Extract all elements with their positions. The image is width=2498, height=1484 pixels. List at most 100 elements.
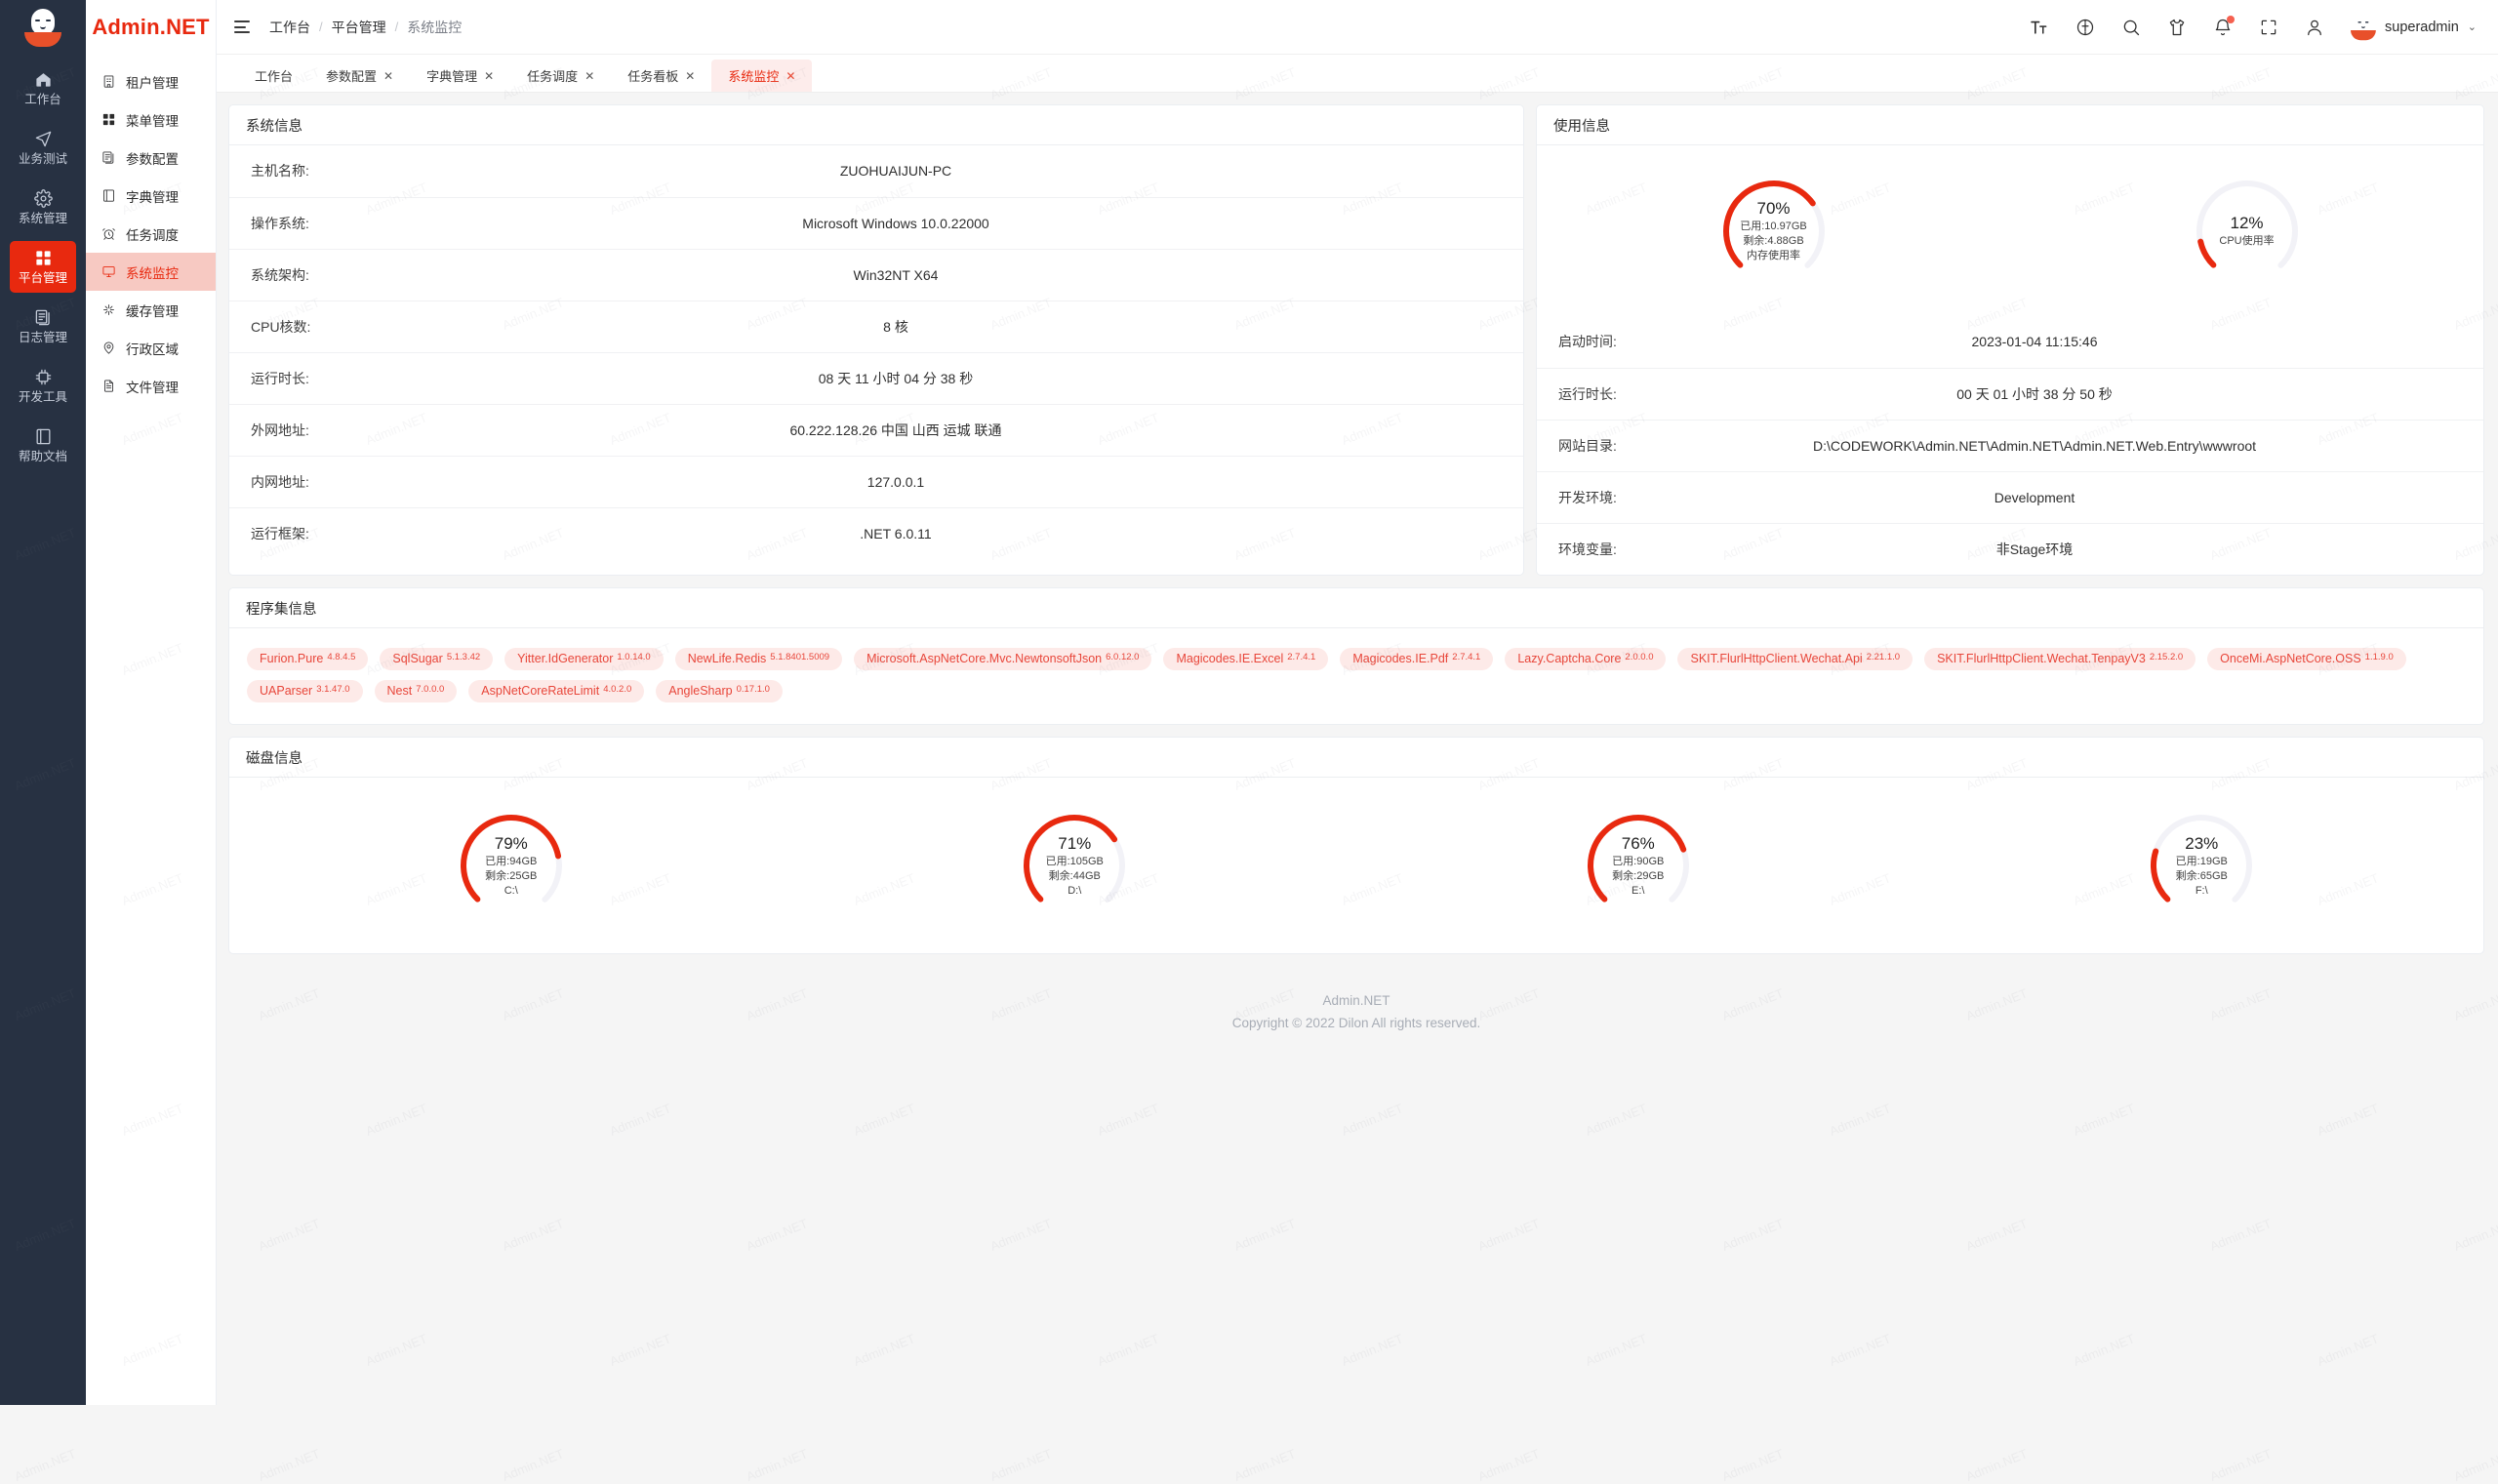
assembly-version: 7.0.0.0 <box>416 684 444 695</box>
user-menu[interactable]: superadmin ⌄ <box>2351 14 2477 41</box>
bell-icon[interactable] <box>2212 17 2234 38</box>
tab-close-icon[interactable]: ✕ <box>584 69 594 83</box>
gauge-line: 剩余:4.88GB <box>1743 235 1803 248</box>
tab-close-icon[interactable]: ✕ <box>484 69 494 83</box>
monitor-icon <box>101 264 116 279</box>
assembly-version: 5.1.3.42 <box>447 652 480 662</box>
rail-item-3[interactable]: 系统管理 <box>10 181 76 233</box>
chevron-down-icon[interactable]: ⌄ <box>2468 20 2477 33</box>
search-icon[interactable] <box>2120 17 2142 38</box>
main-region: 工作台/平台管理/系统监控 superadmin ⌄ 工作台参数配置✕字典管理✕… <box>217 0 2498 1405</box>
assembly-name: Nest <box>387 684 413 698</box>
gauge-line: D:\ <box>1068 885 1081 898</box>
gauge-line: 剩余:29GB <box>1612 870 1664 883</box>
footer-copyright: Copyright © 2022 Dilon All rights reserv… <box>228 1012 2484 1034</box>
tab-2[interactable]: 参数配置✕ <box>309 60 410 92</box>
breadcrumb: 工作台/平台管理/系统监控 <box>269 18 462 37</box>
rail-item-5[interactable]: 日志管理 <box>10 301 76 352</box>
sidebar-item-label: 缓存管理 <box>126 301 179 320</box>
tab-close-icon[interactable]: ✕ <box>685 69 695 83</box>
sidebar-item-3[interactable]: 参数配置 <box>86 139 216 177</box>
breadcrumb-item-1[interactable]: 工作台 <box>269 18 310 37</box>
gauge-line: 剩余:25GB <box>485 870 537 883</box>
sidebar-item-9[interactable]: 文件管理 <box>86 367 216 405</box>
sparkle-icon <box>101 302 116 317</box>
font-size-icon[interactable] <box>2029 17 2050 38</box>
tab-4[interactable]: 任务调度✕ <box>510 60 611 92</box>
rail-item-2[interactable]: 业务测试 <box>10 122 76 174</box>
language-icon[interactable] <box>2075 17 2096 38</box>
assembly-name: AngleSharp <box>668 684 732 698</box>
system-info-key: 内网地址: <box>229 456 415 507</box>
gauge-line: CPU使用率 <box>2219 235 2274 248</box>
grid-icon <box>34 248 53 267</box>
breadcrumb-item-2[interactable]: 平台管理 <box>332 18 386 37</box>
user-icon[interactable] <box>2304 17 2325 38</box>
watermark-text: Admin.NET <box>500 1446 565 1484</box>
send-icon <box>34 129 53 148</box>
sidebar-item-2[interactable]: 菜单管理 <box>86 100 216 139</box>
tab-label: 工作台 <box>255 66 293 85</box>
tab-3[interactable]: 字典管理✕ <box>410 60 510 92</box>
tab-5[interactable]: 任务看板✕ <box>611 60 711 92</box>
sidebar-item-1[interactable]: 租户管理 <box>86 62 216 100</box>
hamburger-icon[interactable] <box>234 17 256 38</box>
rail-item-6[interactable]: 开发工具 <box>10 360 76 412</box>
grid-icon <box>101 112 116 127</box>
usage-info-row: 启动时间:2023-01-04 11:15:46 <box>1537 316 2483 368</box>
assembly-version: 0.17.1.0 <box>737 684 770 695</box>
tab-close-icon[interactable]: ✕ <box>786 69 795 83</box>
app-logo[interactable] <box>0 0 86 55</box>
assembly-version: 4.8.4.5 <box>327 652 355 662</box>
gauge-line: 已用:10.97GB <box>1740 221 1806 233</box>
sidebar-item-6[interactable]: 系统监控 <box>86 253 216 291</box>
sidebar-item-8[interactable]: 行政区域 <box>86 329 216 367</box>
tab-bar: 工作台参数配置✕字典管理✕任务调度✕任务看板✕系统监控✕ <box>217 55 2498 93</box>
sidebar-item-5[interactable]: 任务调度 <box>86 215 216 253</box>
brand-title: Admin.NET <box>86 0 216 55</box>
system-info-key: 系统架构: <box>229 249 415 301</box>
assembly-name: SKIT.FlurlHttpClient.Wechat.TenpayV3 <box>1937 652 2146 665</box>
gauge-line: 已用:94GB <box>485 856 537 868</box>
gauge-percent: 70% <box>1756 199 1790 219</box>
assembly-tag-15[interactable]: AngleSharp 0.17.1.0 <box>656 680 783 702</box>
tab-6[interactable]: 系统监控✕ <box>711 60 812 92</box>
sidebar-item-7[interactable]: 缓存管理 <box>86 291 216 329</box>
gauge-percent: 79% <box>495 834 528 854</box>
theme-shirt-icon[interactable] <box>2166 17 2188 38</box>
usage-info-value: D:\CODEWORK\Admin.NET\Admin.NET\Admin.NE… <box>1722 420 2483 471</box>
fullscreen-icon[interactable] <box>2258 17 2279 38</box>
breadcrumb-item-3: 系统监控 <box>407 18 462 37</box>
rail-item-4[interactable]: 平台管理 <box>10 241 76 293</box>
tab-1[interactable]: 工作台 <box>238 60 309 92</box>
rail-item-label: 平台管理 <box>19 271 67 286</box>
rail-item-7[interactable]: 帮助文档 <box>10 420 76 471</box>
rail-item-1[interactable]: 工作台 <box>10 62 76 114</box>
sidebar-item-4[interactable]: 字典管理 <box>86 177 216 215</box>
system-info-value: 127.0.0.1 <box>415 456 1523 507</box>
tab-close-icon[interactable]: ✕ <box>383 69 393 83</box>
system-info-row: 系统架构:Win32NT X64 <box>229 249 1523 301</box>
system-info-row: 主机名称:ZUOHUAIJUN-PC <box>229 145 1523 197</box>
usage-info-value: 2023-01-04 11:15:46 <box>1722 316 2483 368</box>
